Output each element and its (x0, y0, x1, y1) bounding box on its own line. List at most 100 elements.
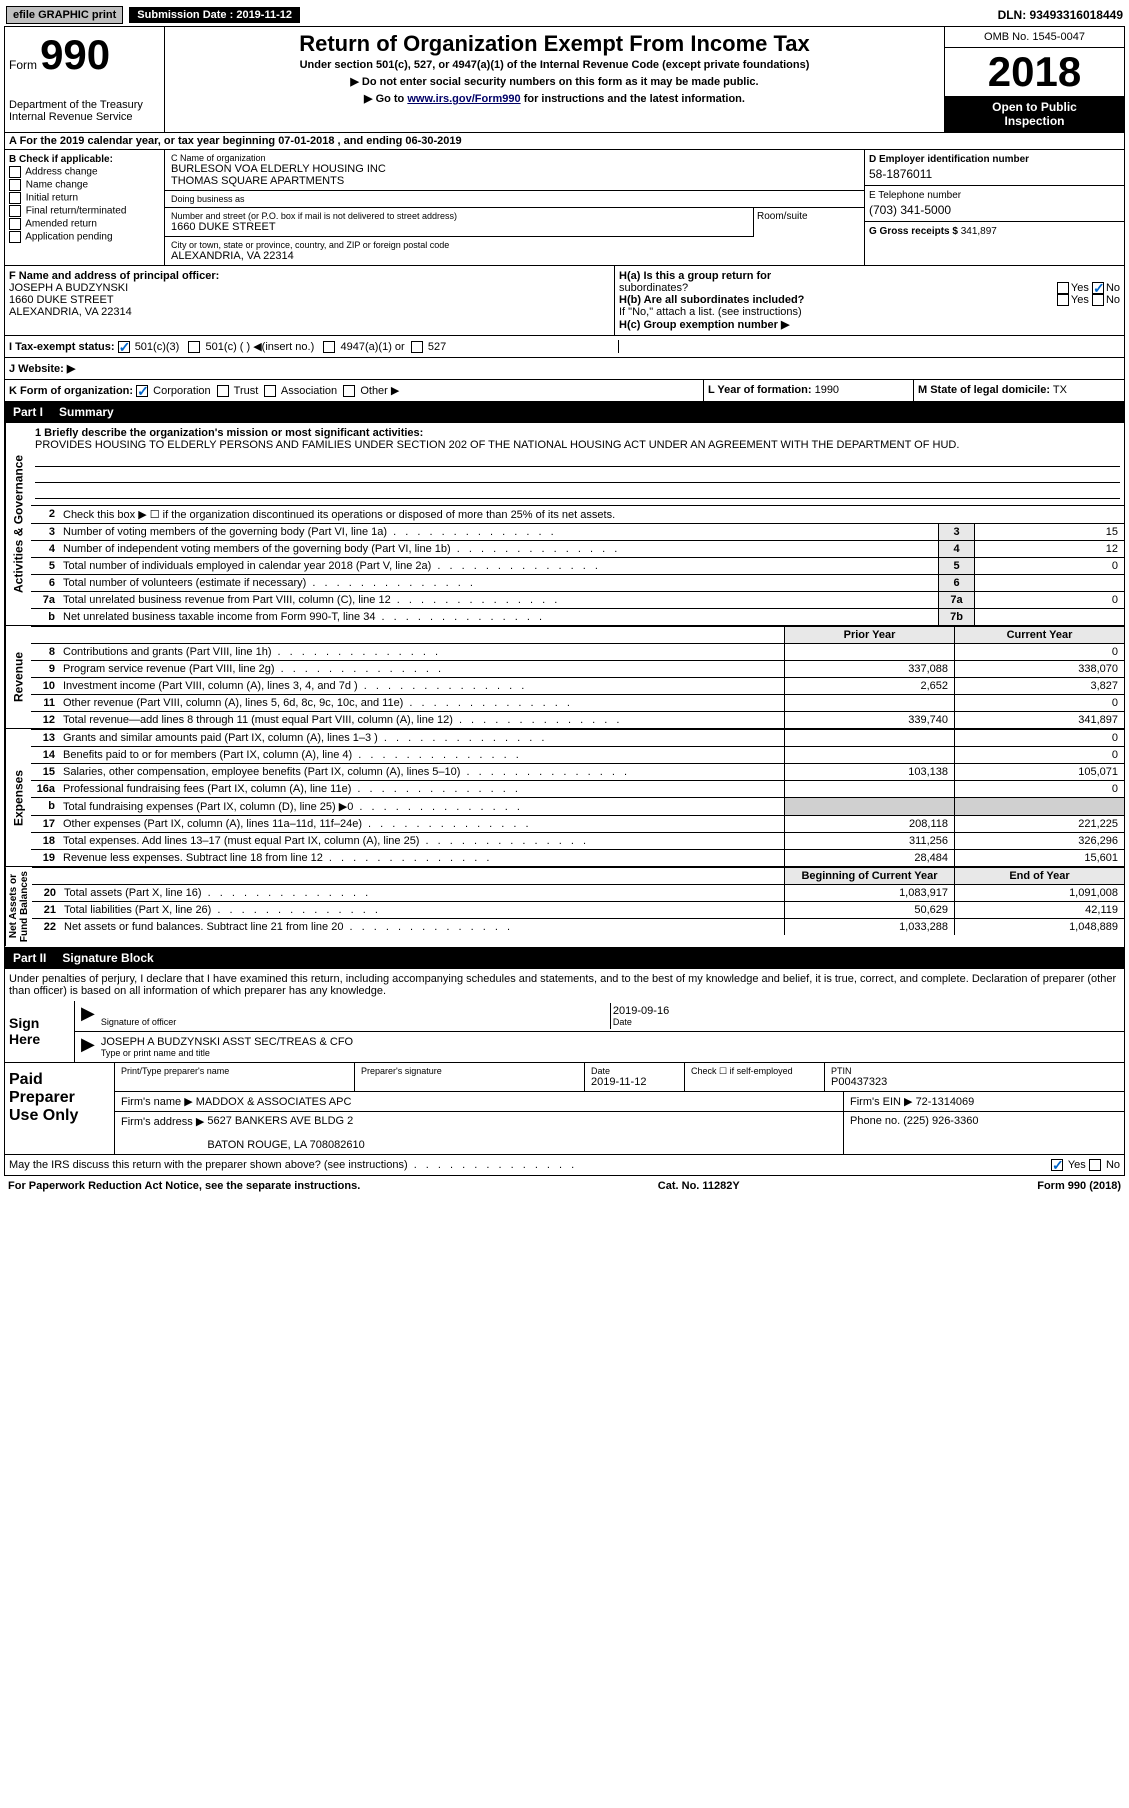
section-b: B Check if applicable: Address change Na… (5, 150, 165, 265)
table-row: 6Total number of volunteers (estimate if… (31, 574, 1124, 591)
section-fgh: F Name and address of principal officer:… (4, 266, 1125, 336)
table-row: 10Investment income (Part VIII, column (… (31, 677, 1124, 694)
table-row: 15Salaries, other compensation, employee… (31, 763, 1124, 780)
irs-link[interactable]: www.irs.gov/Form990 (407, 93, 520, 105)
revenue-label: Revenue (5, 626, 31, 728)
cb-assoc[interactable] (264, 385, 276, 397)
room-suite: Room/suite (754, 208, 864, 237)
cb-501c[interactable] (188, 341, 200, 353)
cb-final-return[interactable]: Final return/terminated (9, 205, 160, 217)
hb-no[interactable] (1092, 294, 1104, 306)
table-row: 14Benefits paid to or for members (Part … (31, 746, 1124, 763)
sign-here: Sign Here (5, 1001, 75, 1062)
form-title: Return of Organization Exempt From Incom… (169, 31, 940, 57)
signature-block: Under penalties of perjury, I declare th… (4, 969, 1125, 1063)
summary-expenses: Expenses 13Grants and similar amounts pa… (4, 729, 1125, 867)
table-row: 17Other expenses (Part IX, column (A), l… (31, 815, 1124, 832)
paid-preparer-block: Paid Preparer Use Only Print/Type prepar… (4, 1063, 1125, 1155)
arrow-icon: ▶ (77, 1003, 99, 1029)
form-subtitle: Under section 501(c), 527, or 4947(a)(1)… (169, 59, 940, 71)
summary-governance: Activities & Governance 1 Briefly descri… (4, 423, 1125, 626)
paid-preparer-label: Paid Preparer Use Only (5, 1063, 115, 1154)
table-row: bTotal fundraising expenses (Part IX, co… (31, 797, 1124, 815)
omb-number: OMB No. 1545-0047 (945, 27, 1124, 48)
table-row: 21Total liabilities (Part X, line 26)50,… (32, 901, 1124, 918)
summary-revenue: Revenue Prior YearCurrent Year 8Contribu… (4, 626, 1125, 729)
footer: For Paperwork Reduction Act Notice, see … (4, 1176, 1125, 1196)
cb-address-change[interactable]: Address change (9, 166, 160, 178)
section-d: D Employer identification number 58-1876… (864, 150, 1124, 265)
dln: DLN: 93493316018449 (998, 8, 1123, 22)
table-row: bNet unrelated business taxable income f… (31, 608, 1124, 625)
section-h: H(a) Is this a group return for subordin… (615, 266, 1124, 335)
cb-name-change[interactable]: Name change (9, 179, 160, 191)
cb-other[interactable] (343, 385, 355, 397)
firm-address: 5627 BANKERS AVE BLDG 2 BATON ROUGE, LA … (207, 1115, 364, 1151)
irs-yes[interactable] (1051, 1159, 1063, 1171)
cb-501c3[interactable] (118, 341, 130, 353)
street-address: 1660 DUKE STREET (171, 221, 747, 233)
line-a: A For the 2019 calendar year, or tax yea… (4, 133, 1125, 150)
state-domicile: M State of legal domicile: TX (914, 380, 1124, 401)
irs-discuss-row: May the IRS discuss this return with the… (4, 1155, 1125, 1176)
cb-527[interactable] (411, 341, 423, 353)
form-left: Form 990 Department of the Treasury Inte… (5, 27, 165, 132)
summary-net-assets: Net Assets or Fund Balances Beginning of… (4, 867, 1125, 947)
tax-year: 2018 (945, 48, 1124, 96)
firm-name: MADDOX & ASSOCIATES APC (196, 1096, 352, 1108)
table-row: 8Contributions and grants (Part VIII, li… (31, 643, 1124, 660)
table-row: 12Total revenue—add lines 8 through 11 (… (31, 711, 1124, 728)
mission-description: PROVIDES HOUSING TO ELDERLY PERSONS AND … (35, 439, 959, 451)
cb-corp[interactable] (136, 385, 148, 397)
cb-trust[interactable] (217, 385, 229, 397)
ha-yes[interactable] (1057, 282, 1069, 294)
part1-header: Part I Summary (4, 402, 1125, 423)
form-990-page: efile GRAPHIC print Submission Date : 20… (0, 0, 1129, 1200)
table-row: 22Net assets or fund balances. Subtract … (32, 918, 1124, 935)
form-of-org: K Form of organization: Corporation Trus… (5, 380, 704, 401)
table-row: 20Total assets (Part X, line 16)1,083,91… (32, 884, 1124, 901)
firm-phone: (225) 926-3360 (903, 1115, 978, 1127)
table-row: 7aTotal unrelated business revenue from … (31, 591, 1124, 608)
expenses-label: Expenses (5, 729, 31, 866)
arrow-icon: ▶ (77, 1034, 99, 1060)
open-public: Open to Public Inspection (945, 96, 1124, 132)
klm-row: K Form of organization: Corporation Trus… (4, 380, 1125, 402)
table-row: 9Program service revenue (Part VIII, lin… (31, 660, 1124, 677)
table-row: 16aProfessional fundraising fees (Part I… (31, 780, 1124, 797)
governance-label: Activities & Governance (5, 423, 31, 625)
irs-no[interactable] (1089, 1159, 1101, 1171)
arrow-goto: ▶ Go to www.irs.gov/Form990 for instruct… (169, 92, 940, 105)
section-f: F Name and address of principal officer:… (5, 266, 615, 335)
ein: 58-1876011 (869, 165, 1120, 181)
hb-yes[interactable] (1057, 294, 1069, 306)
officer-name: JOSEPH A BUDZYNSKI (9, 282, 128, 294)
firm-ein: 72-1314069 (916, 1096, 975, 1108)
officer-type-name: JOSEPH A BUDZYNSKI ASST SEC/TREAS & CFO (101, 1036, 1120, 1048)
cb-app-pending[interactable]: Application pending (9, 231, 160, 243)
efile-badge: efile GRAPHIC print (6, 6, 123, 24)
section-c: C Name of organization BURLESON VOA ELDE… (165, 150, 864, 265)
top-bar: efile GRAPHIC print Submission Date : 20… (4, 4, 1125, 26)
table-row: 11Other revenue (Part VIII, column (A), … (31, 694, 1124, 711)
cb-4947[interactable] (323, 341, 335, 353)
table-row: 18Total expenses. Add lines 13–17 (must … (31, 832, 1124, 849)
cb-initial-return[interactable]: Initial return (9, 192, 160, 204)
ptin: P00437323 (831, 1076, 1118, 1088)
form-right: OMB No. 1545-0047 2018 Open to Public In… (944, 27, 1124, 132)
declaration: Under penalties of perjury, I declare th… (5, 969, 1124, 1001)
org-name: BURLESON VOA ELDERLY HOUSING INC THOMAS … (171, 163, 858, 187)
submission-date-badge: Submission Date : 2019-11-12 (129, 7, 300, 23)
table-row: 13Grants and similar amounts paid (Part … (31, 729, 1124, 746)
dept-treasury: Department of the Treasury Internal Reve… (9, 99, 160, 123)
table-row: 5Total number of individuals employed in… (31, 557, 1124, 574)
ha-no[interactable] (1092, 282, 1104, 294)
net-assets-label: Net Assets or Fund Balances (5, 867, 32, 946)
part2-header: Part II Signature Block (4, 948, 1125, 969)
year-formation: L Year of formation: 1990 (704, 380, 914, 401)
cb-amended[interactable]: Amended return (9, 218, 160, 230)
section-bcd: B Check if applicable: Address change Na… (4, 150, 1125, 266)
arrow-ssn: ▶ Do not enter social security numbers o… (169, 75, 940, 88)
form-title-block: Return of Organization Exempt From Incom… (165, 27, 944, 132)
city-state-zip: ALEXANDRIA, VA 22314 (171, 250, 858, 262)
